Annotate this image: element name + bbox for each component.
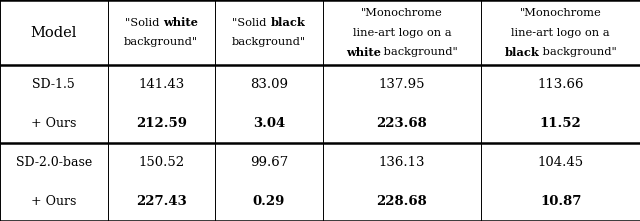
Text: 141.43: 141.43	[138, 78, 184, 91]
Text: + Ours: + Ours	[31, 117, 76, 130]
Text: 11.52: 11.52	[540, 117, 582, 130]
Text: 150.52: 150.52	[138, 156, 184, 169]
Text: Model: Model	[31, 26, 77, 40]
Text: "Monochrome: "Monochrome	[361, 8, 443, 18]
Text: background": background"	[232, 37, 306, 47]
Text: "Monochrome: "Monochrome	[520, 8, 602, 18]
Text: SD-2.0-base: SD-2.0-base	[15, 156, 92, 169]
Text: "Solid: "Solid	[125, 18, 163, 28]
Text: line-art logo on a: line-art logo on a	[511, 28, 610, 38]
Text: 3.04: 3.04	[253, 117, 285, 130]
Text: background": background"	[540, 47, 617, 57]
Text: 10.87: 10.87	[540, 195, 581, 208]
Text: 228.68: 228.68	[376, 195, 428, 208]
Text: white: white	[163, 17, 198, 28]
Text: SD-1.5: SD-1.5	[33, 78, 75, 91]
Text: line-art logo on a: line-art logo on a	[353, 28, 451, 38]
Text: 227.43: 227.43	[136, 195, 187, 208]
Text: "Solid: "Solid	[232, 18, 270, 28]
Text: + Ours: + Ours	[31, 195, 76, 208]
Text: black: black	[504, 47, 540, 57]
Text: 137.95: 137.95	[379, 78, 425, 91]
Text: black: black	[270, 17, 305, 28]
Text: 104.45: 104.45	[538, 156, 584, 169]
Text: background": background"	[381, 47, 458, 57]
Text: 223.68: 223.68	[376, 117, 428, 130]
Text: 83.09: 83.09	[250, 78, 288, 91]
Text: 212.59: 212.59	[136, 117, 187, 130]
Text: 99.67: 99.67	[250, 156, 288, 169]
Text: 136.13: 136.13	[379, 156, 425, 169]
Text: 0.29: 0.29	[253, 195, 285, 208]
Text: white: white	[346, 47, 381, 57]
Text: 113.66: 113.66	[538, 78, 584, 91]
Text: background": background"	[124, 37, 198, 47]
